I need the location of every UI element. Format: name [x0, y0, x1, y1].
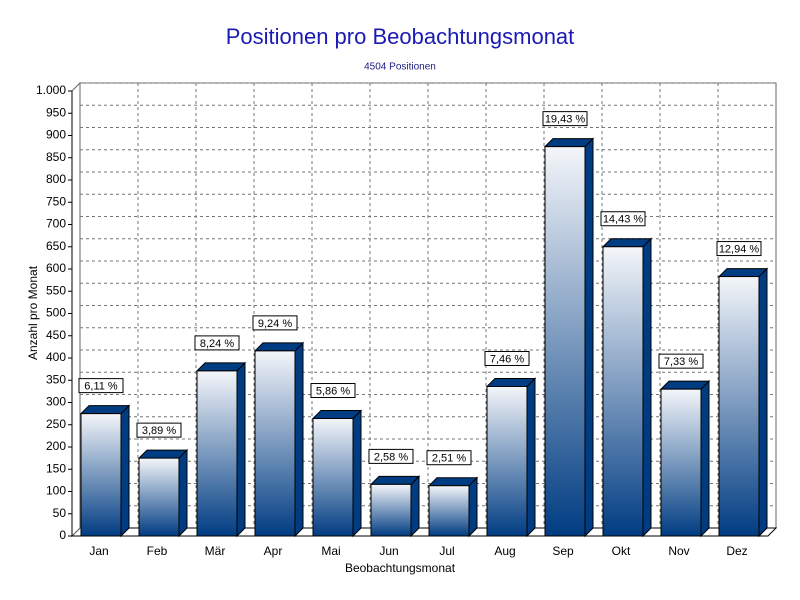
bar — [312, 418, 354, 537]
x-tick-label: Jul — [439, 544, 454, 558]
value-label: 14,43 % — [603, 214, 644, 226]
bar — [196, 370, 238, 537]
value-label: 5,86 % — [316, 385, 350, 397]
value-label-box — [716, 241, 762, 257]
y-tick-label: 300 — [46, 395, 66, 409]
value-label-box — [542, 111, 588, 127]
value-label: 7,33 % — [664, 356, 698, 368]
y-axis-title: Anzahl pro Monat — [26, 265, 40, 360]
bar — [138, 457, 180, 537]
y-tick-label: 850 — [46, 150, 66, 164]
y-tick-label: 500 — [46, 306, 66, 320]
bar-top — [195, 362, 247, 372]
bar-side — [410, 475, 420, 538]
bar-side — [584, 137, 594, 538]
value-label: 8,24 % — [200, 338, 234, 350]
bar — [428, 485, 470, 537]
y-tick-label: 350 — [46, 372, 66, 386]
bar-side — [120, 404, 130, 538]
bar-top — [79, 405, 131, 415]
bar-top — [369, 475, 421, 485]
bar-top — [601, 238, 653, 248]
value-label-box — [136, 422, 182, 438]
chart-subtitle: 4504 Positionen — [364, 62, 436, 73]
y-tick-label: 1.000 — [36, 83, 66, 97]
bar — [80, 413, 122, 537]
bar — [718, 276, 760, 537]
y-tick-label: 750 — [46, 194, 66, 208]
value-label: 6,11 % — [84, 381, 118, 393]
bar-top — [543, 138, 595, 148]
y-tick-label: 50 — [53, 506, 67, 520]
value-label: 19,43 % — [545, 114, 586, 126]
value-label: 7,46 % — [490, 353, 524, 365]
value-label-box — [426, 450, 472, 466]
x-tick-label: Feb — [147, 544, 168, 558]
bar-top — [137, 449, 189, 459]
bar — [486, 385, 528, 537]
chart-title: Positionen pro Beobachtungsmonat — [226, 24, 575, 49]
bar-side — [700, 379, 710, 538]
value-label-box — [252, 315, 298, 331]
value-label-box — [484, 350, 530, 366]
bar — [370, 483, 412, 537]
x-axis-title: Beobachtungsmonat — [345, 561, 456, 575]
value-label-box — [600, 211, 646, 227]
y-tick-label: 100 — [46, 484, 66, 498]
bar-top — [427, 477, 479, 487]
value-label: 2,51 % — [432, 453, 466, 465]
value-label: 12,94 % — [719, 243, 760, 255]
x-tick-label: Mai — [321, 544, 340, 558]
y-tick-label: 650 — [46, 239, 66, 253]
bar-top — [717, 268, 769, 278]
plot-side — [71, 81, 81, 538]
bar-side — [236, 361, 246, 538]
y-tick-label: 400 — [46, 350, 66, 364]
y-tick-label: 0 — [59, 528, 66, 542]
bar-side — [468, 476, 478, 538]
x-tick-label: Okt — [612, 544, 631, 558]
bar-side — [178, 448, 188, 538]
x-tick-label: Sep — [552, 544, 574, 558]
bar-side — [526, 377, 536, 538]
y-tick-label: 150 — [46, 461, 66, 475]
value-label-box — [194, 335, 240, 351]
bar — [602, 246, 644, 537]
bar-top — [485, 377, 537, 387]
bar-side — [758, 267, 768, 538]
y-tick-label: 200 — [46, 439, 66, 453]
value-label-box — [368, 448, 414, 464]
x-tick-label: Nov — [668, 544, 689, 558]
value-label-box — [78, 378, 124, 394]
value-label: 3,89 % — [142, 425, 176, 437]
y-tick-label: 250 — [46, 417, 66, 431]
y-tick-label: 450 — [46, 328, 66, 342]
y-tick-label: 900 — [46, 128, 66, 142]
bar — [660, 388, 702, 537]
bar-top — [253, 342, 305, 352]
x-tick-label: Jun — [379, 544, 398, 558]
bar-side — [294, 341, 304, 538]
bar — [544, 146, 586, 537]
value-label-box — [658, 353, 704, 369]
bar — [254, 350, 296, 537]
bar-side — [352, 409, 362, 538]
bar-top — [311, 410, 363, 420]
x-tick-label: Mär — [205, 544, 226, 558]
x-tick-label: Apr — [264, 544, 283, 558]
y-tick-label: 550 — [46, 283, 66, 297]
value-label: 9,24 % — [258, 318, 292, 330]
bar-top — [659, 380, 711, 390]
value-label-box — [310, 383, 356, 399]
y-tick-label: 950 — [46, 105, 66, 119]
x-tick-label: Jan — [89, 544, 108, 558]
bar-side — [642, 237, 652, 538]
y-tick-label: 700 — [46, 217, 66, 231]
x-tick-label: Dez — [726, 544, 747, 558]
y-tick-label: 600 — [46, 261, 66, 275]
x-tick-label: Aug — [494, 544, 515, 558]
value-label: 2,58 % — [374, 451, 408, 463]
y-tick-label: 800 — [46, 172, 66, 186]
